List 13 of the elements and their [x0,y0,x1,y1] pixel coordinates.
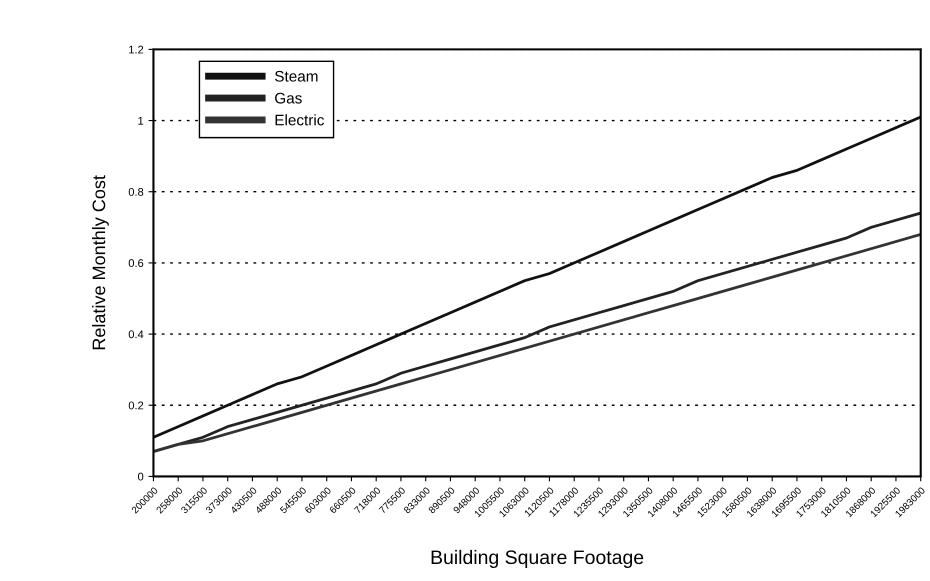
y-tick-label: 0.4 [128,330,144,338]
legend-label: Gas [275,92,302,104]
x-axis-title: Building Square Footage [432,550,644,568]
y-tick-label: 1.2 [129,46,144,54]
y-tick-label: 0.8 [128,188,144,196]
legend-label: Steam [275,70,318,82]
y-tick-label: 1 [138,116,144,125]
y-tick-label: 0 [138,472,144,481]
line-series [153,116,921,439]
legend-label: Electric [276,114,324,126]
y-tick-label: 0.6 [128,259,144,268]
y-tick-label: 0.2 [128,402,144,410]
y-axis-title: Relative Monthly Cost [92,175,109,350]
